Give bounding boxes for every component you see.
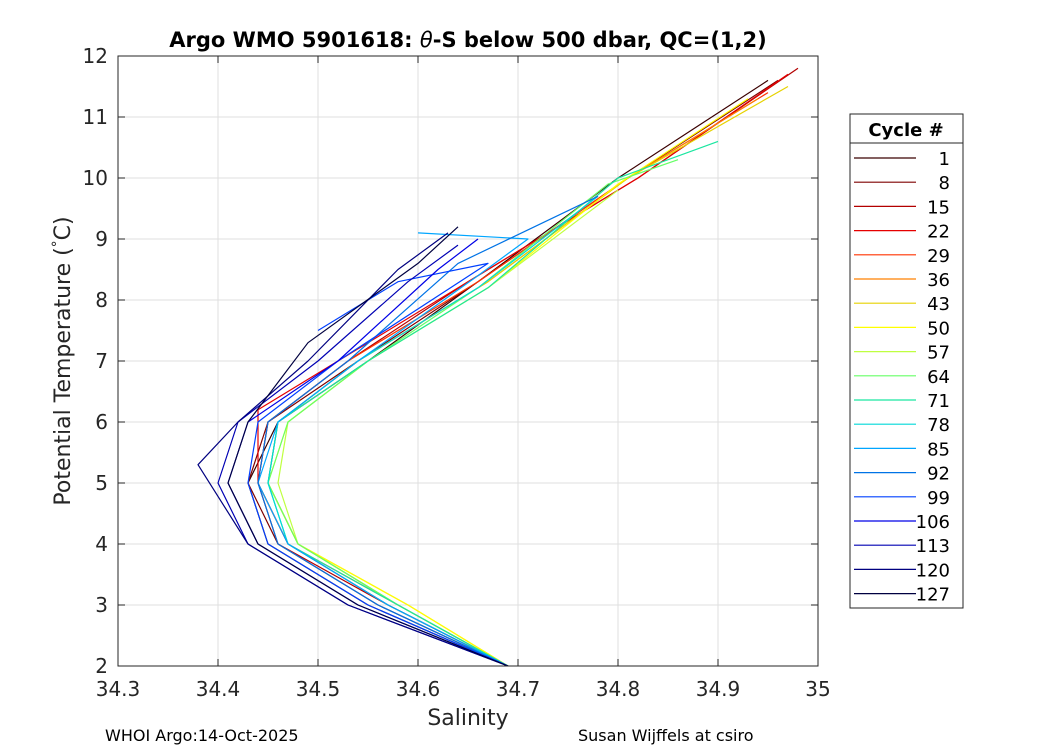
x-tick-label: 34.8 <box>596 677 641 701</box>
y-tick-label: 2 <box>95 654 108 678</box>
x-tick-label: 35 <box>805 677 830 701</box>
y-tick-label: 10 <box>83 166 108 190</box>
legend-label-cycle-71: 71 <box>927 391 950 412</box>
legend-label-cycle-29: 29 <box>927 246 950 267</box>
legend-label-cycle-78: 78 <box>927 415 950 436</box>
legend-label-cycle-113: 113 <box>916 536 950 557</box>
y-tick-label: 12 <box>83 44 108 68</box>
chart-title: Argo WMO 5901618: θ-S below 500 dbar, QC… <box>169 28 766 52</box>
legend-label-cycle-15: 15 <box>927 197 950 218</box>
legend-label-cycle-43: 43 <box>927 294 950 315</box>
legend-label-cycle-64: 64 <box>927 367 950 388</box>
legend-label-cycle-85: 85 <box>927 439 950 460</box>
y-tick-label: 9 <box>95 227 108 251</box>
legend-label-cycle-22: 22 <box>927 222 950 243</box>
x-tick-label: 34.4 <box>196 677 241 701</box>
y-tick-label: 4 <box>95 532 108 556</box>
axis-ticks: 34.3 34.4 34.5 34.6 34.7 34.8 34.9 35 2 3 4 5 6 7 8 9 10… <box>83 44 831 701</box>
x-tick-label: 34.5 <box>296 677 341 701</box>
x-tick-label: 34.3 <box>96 677 141 701</box>
legend-label-cycle-127: 127 <box>916 585 950 606</box>
legend: Cycle # 18152229364350576471788592991061… <box>849 113 964 609</box>
series-line-cycle-120 <box>197 232 509 667</box>
series-line-cycle-85 <box>257 232 529 667</box>
series-line-cycle-64 <box>267 159 679 667</box>
legend-label-cycle-106: 106 <box>916 512 950 533</box>
y-tick-label: 5 <box>95 471 108 495</box>
series-layer <box>197 67 799 667</box>
legend-label-cycle-36: 36 <box>927 270 950 291</box>
legend-label-cycle-120: 120 <box>916 560 950 581</box>
legend-label-cycle-92: 92 <box>927 464 950 485</box>
legend-label-cycle-50: 50 <box>927 318 950 339</box>
y-axis-label: Potential Temperature (°C) <box>50 216 76 505</box>
y-tick-label: 7 <box>95 349 108 373</box>
x-tick-label: 34.7 <box>496 677 541 701</box>
x-tick-label: 34.6 <box>396 677 441 701</box>
legend-label-cycle-99: 99 <box>927 488 950 509</box>
series-line-cycle-127 <box>227 226 509 667</box>
legend-title: Cycle # <box>868 120 943 141</box>
legend-box <box>849 113 964 609</box>
legend-label-cycle-8: 8 <box>939 173 950 194</box>
footer-left: WHOI Argo:14-Oct-2025 <box>105 726 299 745</box>
y-tick-label: 11 <box>83 105 108 129</box>
series-line-cycle-92 <box>257 195 599 667</box>
series-line-cycle-99 <box>247 262 509 667</box>
x-tick-label: 34.9 <box>696 677 741 701</box>
legend-label-cycle-1: 1 <box>939 149 950 170</box>
legend-label-cycle-57: 57 <box>927 343 950 364</box>
x-axis-label: Salinity <box>427 706 508 731</box>
y-tick-label: 8 <box>95 288 108 312</box>
y-tick-label: 6 <box>95 410 108 434</box>
y-tick-label: 3 <box>95 593 108 617</box>
legend-items: 1 8 15 22 29 36 43 50 57 64 71 78 85 92 99 106 113 120 127 <box>854 149 950 606</box>
footer-right: Susan Wijffels at csiro <box>578 726 754 745</box>
